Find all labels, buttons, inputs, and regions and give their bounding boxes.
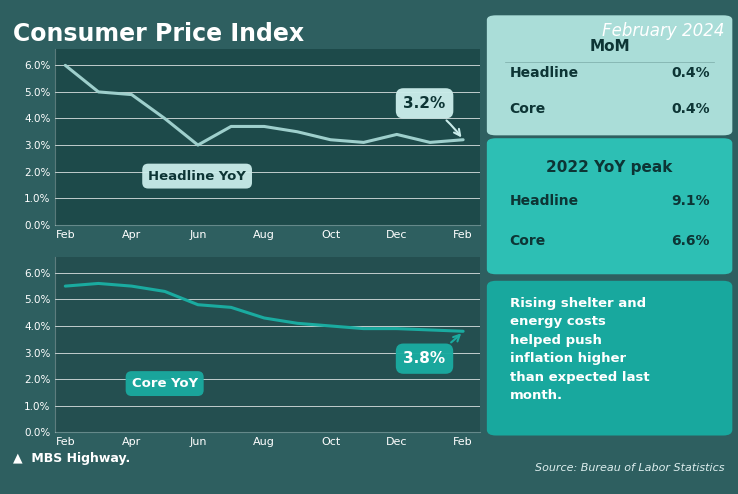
Text: 6.6%: 6.6% [671, 234, 710, 248]
Text: ▲  MBS Highway.: ▲ MBS Highway. [13, 453, 131, 465]
Text: MoM: MoM [589, 39, 630, 54]
Text: 3.2%: 3.2% [404, 96, 460, 136]
Text: Core: Core [509, 102, 546, 116]
Text: 3.8%: 3.8% [404, 335, 460, 366]
Text: Core: Core [509, 234, 546, 248]
Text: February 2024: February 2024 [602, 22, 725, 40]
Text: 9.1%: 9.1% [671, 194, 710, 207]
FancyBboxPatch shape [487, 281, 732, 436]
Text: Source: Bureau of Labor Statistics: Source: Bureau of Labor Statistics [535, 463, 725, 473]
Text: Headline YoY: Headline YoY [148, 169, 246, 183]
Text: Consumer Price Index: Consumer Price Index [13, 22, 304, 46]
Text: Headline: Headline [509, 194, 579, 207]
Text: 0.4%: 0.4% [671, 67, 710, 81]
FancyBboxPatch shape [487, 138, 732, 274]
Text: Core YoY: Core YoY [131, 377, 198, 390]
FancyBboxPatch shape [487, 15, 732, 135]
Text: 0.4%: 0.4% [671, 102, 710, 116]
Text: Rising shelter and
energy costs
helped push
inflation higher
than expected last
: Rising shelter and energy costs helped p… [509, 296, 649, 402]
Text: 2022 YoY peak: 2022 YoY peak [546, 160, 673, 175]
Text: Headline: Headline [509, 67, 579, 81]
